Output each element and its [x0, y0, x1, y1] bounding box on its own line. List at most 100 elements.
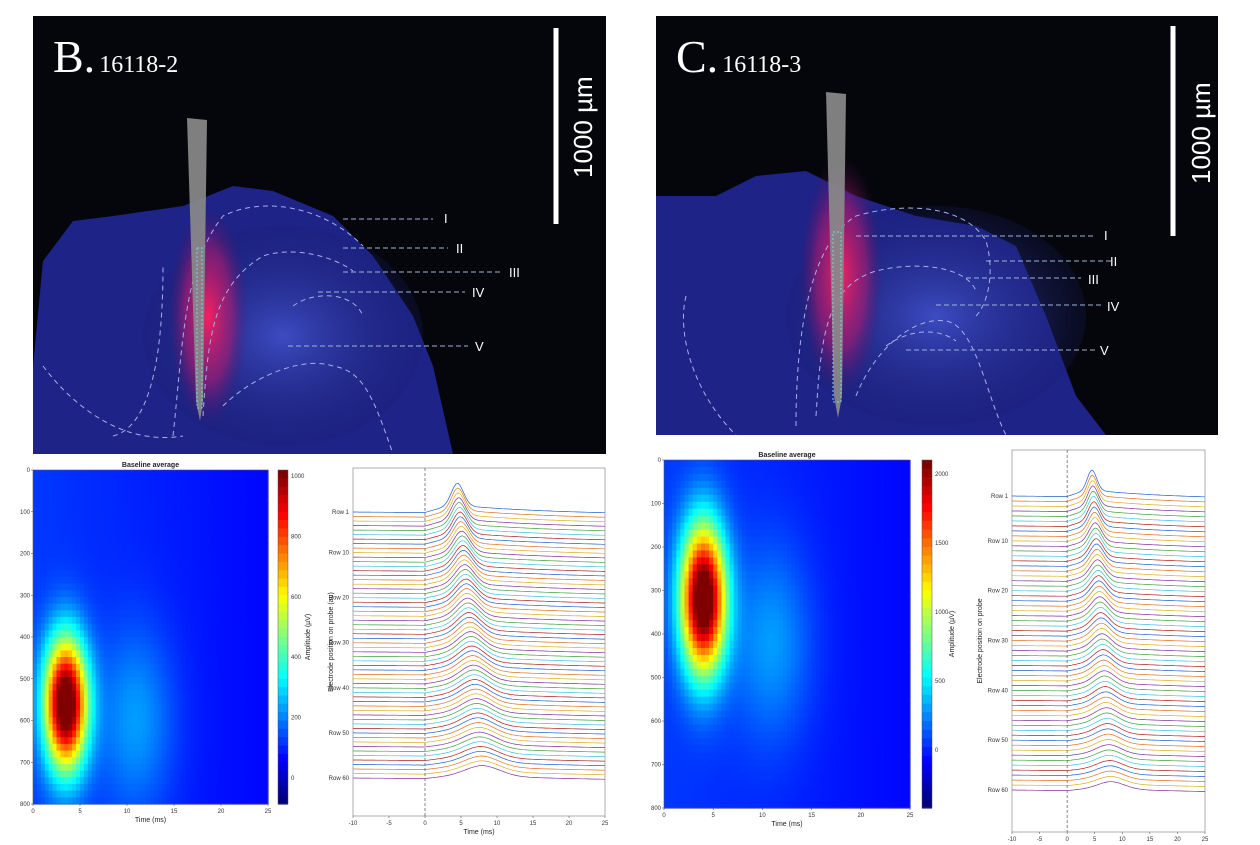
- heatmap-cell: [119, 476, 124, 484]
- heatmap-cell: [240, 530, 246, 538]
- heatmap-cell: [154, 730, 159, 738]
- heatmap-cell: [664, 745, 669, 753]
- heatmap-cell: [205, 790, 210, 798]
- heatmap-cell: [111, 737, 116, 745]
- heatmap-cell: [770, 717, 776, 726]
- heatmap-cell: [762, 759, 768, 767]
- heatmap-cell: [205, 637, 210, 645]
- heatmap-cell: [181, 683, 187, 692]
- heatmap-cell: [782, 501, 788, 510]
- heatmap-cell: [64, 757, 69, 765]
- heatmap-cell: [130, 516, 136, 525]
- heatmap-cell: [696, 480, 702, 489]
- heatmap-cell: [127, 710, 132, 718]
- heatmap-cell: [40, 737, 46, 745]
- heatmap-cell: [95, 710, 101, 718]
- heatmap-cell: [197, 697, 203, 705]
- heatmap-cell: [177, 556, 183, 565]
- heatmap-cell: [248, 637, 253, 645]
- heatmap-cell: [688, 515, 694, 524]
- heatmap-cell: [700, 759, 706, 767]
- heatmap-cell: [181, 630, 187, 638]
- heatmap-cell: [221, 496, 226, 504]
- heatmap-cell: [185, 663, 191, 671]
- heatmap-cell: [264, 723, 269, 732]
- heatmap-cell: [799, 675, 804, 684]
- heatmap-cell: [791, 668, 796, 677]
- heatmap-cell: [692, 620, 698, 628]
- heatmap-cell: [83, 550, 89, 558]
- heatmap-cell: [236, 730, 242, 738]
- heatmap-cell: [717, 501, 722, 510]
- heatmap-cell: [758, 578, 763, 586]
- heatmap-cell: [44, 710, 50, 718]
- heatmap-cell: [115, 683, 120, 692]
- heatmap-cell: [138, 516, 144, 525]
- heatmap-cell: [150, 637, 156, 645]
- heatmap-cell: [705, 780, 710, 788]
- heatmap-cell: [803, 550, 809, 559]
- heatmap-cell: [36, 677, 42, 685]
- colorbar-segment: [278, 586, 288, 596]
- heatmap-cell: [185, 610, 191, 618]
- heatmap-cell: [676, 613, 681, 621]
- heatmap-cell: [696, 696, 702, 705]
- heatmap-cell: [72, 610, 77, 618]
- heatmap-cell: [705, 501, 710, 510]
- heatmap-cell: [224, 757, 230, 765]
- heatmap-cell: [248, 717, 253, 725]
- heatmap-cell: [713, 585, 718, 593]
- heatmap-cell: [213, 563, 218, 571]
- heatmap-cell: [142, 650, 148, 658]
- heatmap-cell: [197, 663, 203, 671]
- heatmap-cell: [87, 603, 93, 611]
- heatmap-cell: [700, 529, 706, 538]
- heatmap-cell: [680, 557, 686, 565]
- heatmap-cell: [705, 536, 710, 545]
- heatmap-cell: [76, 650, 81, 658]
- heatmap-cell: [244, 770, 250, 778]
- heatmap-cell: [162, 516, 167, 525]
- heatmap-cell: [166, 750, 171, 758]
- heatmap-cell: [746, 654, 751, 663]
- heatmap-cell: [680, 522, 686, 531]
- heatmap-cell: [209, 610, 214, 618]
- heatmap-cell: [672, 794, 677, 802]
- heatmap-cell: [72, 590, 77, 598]
- heatmap-cell: [99, 516, 105, 525]
- heatmap-cell: [787, 661, 792, 670]
- heatmap-cell: [193, 703, 199, 712]
- heatmap-cell: [770, 550, 776, 559]
- heatmap-cell: [664, 752, 669, 760]
- heatmap-cell: [40, 590, 46, 598]
- heatmap-cell: [705, 717, 710, 726]
- heatmap-cell: [672, 682, 677, 691]
- heatmap-cell: [700, 515, 706, 524]
- heatmap-cell: [103, 590, 109, 598]
- heatmap-cell: [181, 710, 187, 718]
- heatmap-cell: [737, 689, 743, 698]
- heatmap-cell: [201, 523, 206, 531]
- heatmap-cell: [248, 483, 253, 491]
- heatmap-cell: [725, 585, 731, 593]
- heatmap-cell: [52, 717, 58, 725]
- heatmap-cell: [150, 623, 156, 631]
- heatmap-cell: [774, 731, 780, 739]
- heatmap-cell: [770, 682, 776, 691]
- heatmap-cell: [221, 730, 226, 738]
- heatmap-cell: [166, 637, 171, 645]
- heatmap-cell: [154, 697, 159, 705]
- trace-line: [353, 535, 606, 563]
- heatmap-cell: [676, 724, 681, 733]
- heatmap-cell: [803, 487, 809, 496]
- heatmap-cell: [236, 750, 242, 758]
- heatmap-cell: [725, 689, 731, 698]
- heatmap-cell: [700, 543, 706, 552]
- heatmap-cell: [668, 613, 673, 621]
- heatmap-cell: [162, 650, 167, 658]
- heatmap-cell: [676, 480, 681, 489]
- heatmap-cell: [684, 668, 690, 677]
- heatmap-cell: [185, 543, 191, 551]
- heatmap-cell: [56, 783, 62, 792]
- heatmap-cell: [721, 801, 727, 809]
